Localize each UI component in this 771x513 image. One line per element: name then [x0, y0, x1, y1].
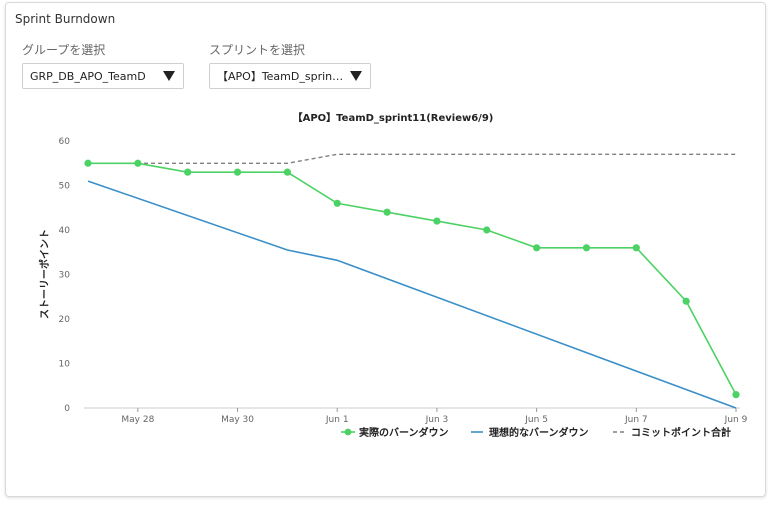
data-point	[732, 391, 740, 399]
y-tick-label: 50	[59, 182, 71, 192]
data-point	[283, 168, 291, 176]
y-tick-label: 20	[59, 315, 71, 325]
series-line-1	[87, 180, 737, 409]
chart-axes: 0 10 20 30 40 50 60 May 28 May 30 Jun 1 Jun 3 Jun 5…	[59, 137, 748, 425]
chart-title: 【APO】TeamD_sprint11(Review6/9)	[293, 111, 494, 124]
x-tick-label: Jun 3	[425, 415, 449, 425]
data-point	[433, 217, 441, 225]
y-axis-label: ストーリーポイント	[38, 229, 51, 319]
sprint-select[interactable]: 【APO】TeamD_sprint1...	[209, 63, 371, 89]
chart-legend: 実際のバーンダウン 理想的なバーンダウン コミットポイント合計	[341, 426, 731, 439]
y-tick-label: 10	[59, 360, 71, 370]
data-point	[533, 244, 541, 252]
y-tick-label: 30	[59, 271, 71, 281]
legend-label: 実際のバーンダウン	[359, 426, 449, 439]
legend-label: 理想的なバーンダウン	[489, 426, 589, 439]
data-point	[233, 168, 242, 176]
y-tick-label: 40	[59, 226, 71, 236]
sprint-select-label: スプリントを選択	[209, 43, 306, 57]
data-point	[682, 297, 690, 305]
group-select[interactable]: GRP_DB_APO_TeamD	[22, 63, 184, 89]
data-point	[632, 244, 640, 252]
card-title: Sprint Burndown	[15, 12, 116, 26]
x-tick-label: May 28	[121, 415, 154, 425]
y-tick-label: 0	[64, 404, 70, 414]
chart-plot-area	[84, 153, 740, 409]
data-point	[333, 199, 341, 207]
data-point	[184, 168, 192, 176]
data-point	[582, 244, 591, 252]
x-tick-label: Jun 7	[624, 415, 648, 425]
group-select-label: グループを選択	[22, 43, 106, 57]
legend-swatch-actual-marker	[344, 428, 352, 436]
x-tick-label: May 30	[221, 415, 254, 425]
data-point	[483, 226, 491, 234]
x-tick-label: Jun 5	[524, 415, 548, 425]
series-line-2	[88, 153, 736, 165]
chevron-down-icon	[163, 71, 175, 81]
y-tick-label: 60	[59, 137, 71, 147]
data-point	[383, 208, 391, 216]
data-point	[134, 159, 142, 167]
series-line-0	[88, 162, 737, 395]
chevron-down-icon	[350, 71, 362, 81]
x-tick-label: Jun 1	[325, 415, 349, 425]
data-point	[84, 159, 92, 167]
x-tick-label: Jun 9	[724, 415, 748, 425]
legend-label: コミットポイント合計	[631, 426, 731, 439]
